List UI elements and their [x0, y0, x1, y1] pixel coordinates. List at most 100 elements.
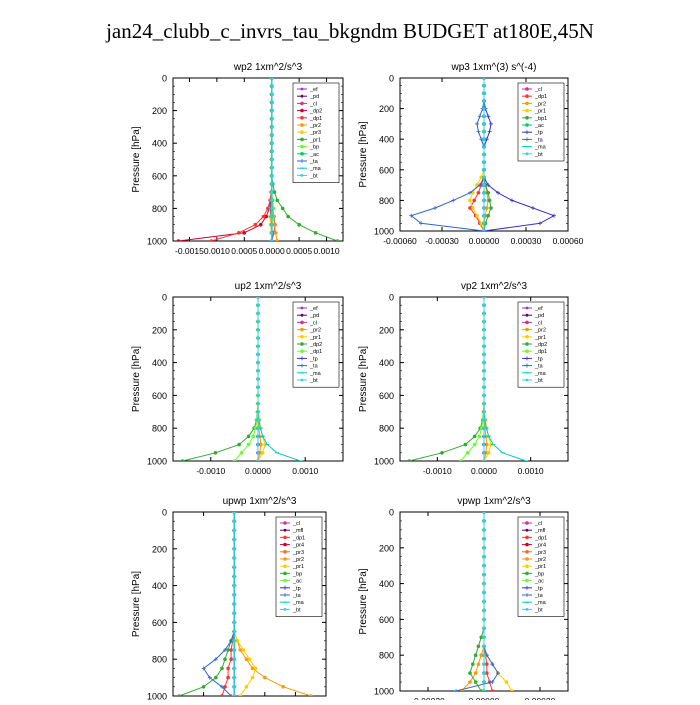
- legend-entry: _pr1: [534, 109, 546, 115]
- legend-marker: [300, 342, 304, 346]
- legend-entry: _ef: [309, 306, 318, 312]
- legend-entry: _dp1: [309, 116, 322, 122]
- y-tick-label: 600: [152, 391, 167, 401]
- data-point_bt: [482, 191, 486, 195]
- data-point_dp1: [226, 666, 230, 671]
- legend-entry: _bt: [534, 378, 543, 384]
- legend-entry: _pd: [309, 94, 319, 100]
- data-point_pr1: [479, 175, 484, 180]
- page-title: jan24_clubb_c_invrs_tau_bkgndm BUDGET at…: [105, 19, 594, 43]
- data-point_bt: [482, 644, 486, 648]
- y-axis-label: Pressure [hPa]: [131, 126, 142, 192]
- data-point_bt: [482, 168, 486, 172]
- data-point_bt: [232, 667, 236, 670]
- data-point_ta: [229, 694, 234, 696]
- data-point_bt: [482, 537, 486, 541]
- data-point_pr1: [250, 675, 255, 680]
- data-point_dp1: [465, 451, 470, 455]
- y-axis-label: Pressure [hPa]: [131, 346, 142, 412]
- data-point_bp: [476, 644, 481, 649]
- legend-entry: _cl: [309, 320, 317, 326]
- y-tick-label: 600: [379, 165, 394, 175]
- legend-marker: [283, 535, 287, 540]
- y-tick-label: 400: [379, 358, 394, 368]
- data-point_bp1: [489, 206, 493, 210]
- data-point_pr1: [335, 239, 340, 241]
- y-tick-label: 600: [379, 391, 394, 401]
- data-point_bt: [256, 377, 260, 381]
- data-point_tp: [538, 221, 542, 226]
- chart-panel-1: wp2 1xm^2/s^3 Pressure [hPa] 0 200 400 600 800…: [131, 62, 344, 256]
- legend-entry: _pr3: [292, 550, 304, 556]
- chart-panel-6: vpwp 1xm^2/s^3 Pressure [hPa] 0 200 400 600 80…: [358, 496, 569, 705]
- data-point_bt: [256, 402, 260, 405]
- data-point_ta: [433, 206, 437, 211]
- data-point_pr1: [247, 657, 252, 661]
- legend-marker: [525, 313, 529, 317]
- legend-entry: _dp1: [292, 535, 305, 541]
- data-point_ta: [409, 213, 414, 218]
- data-point_bp: [479, 635, 484, 640]
- data-point_bt: [482, 528, 486, 532]
- legend-marker: [283, 564, 287, 568]
- data-point_dp1: [472, 198, 477, 203]
- data-point_bp1: [487, 198, 492, 203]
- legend-entry: _pr2: [534, 557, 546, 563]
- data-point_bt: [482, 229, 486, 231]
- data-point_bt: [482, 426, 486, 430]
- chart-title: wp2 1xm^2/s^3: [233, 62, 303, 73]
- data-point_dp1: [209, 239, 214, 241]
- legend-marker: [300, 378, 304, 382]
- data-point_dp1: [485, 671, 489, 675]
- y-tick-label: 1000: [374, 687, 394, 697]
- x-tick-label: 0.00020: [525, 696, 556, 700]
- data-point_bt: [270, 141, 274, 145]
- legend-marker: [300, 327, 304, 332]
- legend-marker: [525, 550, 529, 554]
- data-point_bt: [482, 435, 486, 438]
- legend-entry: _dp1: [309, 349, 322, 355]
- legend-entry: _ef: [309, 87, 318, 93]
- data-point_bt: [232, 529, 236, 532]
- data-point_bt: [270, 125, 274, 129]
- y-tick-label: 800: [379, 196, 394, 206]
- data-point_pr1: [504, 680, 509, 684]
- data-point_bt: [482, 206, 486, 210]
- data-point_bt: [270, 109, 274, 112]
- legend-entry: _pr2: [292, 557, 304, 563]
- legend-entry: _ma: [309, 166, 322, 172]
- data-point_bt: [256, 451, 260, 455]
- data-point_bt: [482, 653, 486, 657]
- data-point_dp2: [246, 434, 251, 439]
- data-point_bt: [482, 635, 486, 639]
- legend-marker: [300, 349, 304, 354]
- legend-entry: _bt: [309, 173, 318, 179]
- legend-marker: [300, 94, 304, 98]
- y-tick-label: 1000: [374, 457, 394, 467]
- data-point_dp2: [242, 231, 247, 235]
- legend-entry: _pr1: [534, 564, 546, 570]
- legend-marker: [283, 608, 287, 611]
- legend: _ef_pd_cl _dp2_dp1_pr2_pr3_pr1 _bp_ac_ta_m…: [292, 82, 340, 183]
- legend-marker: [283, 593, 287, 597]
- data-point_dp1: [220, 694, 224, 696]
- y-axis-label: Pressure [hPa]: [358, 121, 369, 187]
- data-point_pr2: [479, 653, 484, 657]
- chart-title: upwp 1xm^2/s^3: [223, 496, 297, 507]
- chart-title: wp3 1xm^(3) s^(-4): [451, 62, 537, 73]
- data-point_bt: [232, 611, 236, 615]
- y-tick-label: 200: [152, 544, 167, 554]
- data-point_bt: [256, 394, 260, 397]
- data-point_bt: [232, 657, 236, 661]
- data-point_bp: [220, 666, 224, 671]
- legend-entry: _ta: [309, 159, 319, 165]
- data-point_dp1: [226, 675, 230, 680]
- legend-entry: _ta: [534, 364, 544, 370]
- data-point_pr1: [235, 639, 240, 643]
- data-point_pr1: [286, 214, 290, 219]
- data-point_dp1: [266, 206, 270, 211]
- legend-entry: _ac: [309, 152, 319, 158]
- legend-entry: _tp: [309, 356, 318, 362]
- legend-marker: [525, 593, 529, 597]
